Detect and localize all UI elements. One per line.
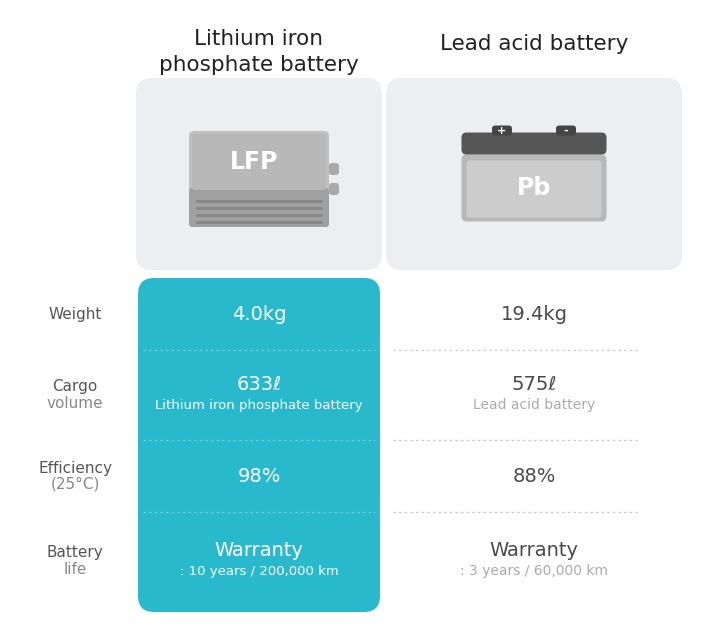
FancyBboxPatch shape <box>136 78 382 270</box>
Text: Lead acid battery: Lead acid battery <box>440 34 628 54</box>
Text: volume: volume <box>47 396 103 411</box>
FancyBboxPatch shape <box>138 278 380 612</box>
FancyBboxPatch shape <box>466 161 602 217</box>
Text: LFP: LFP <box>230 150 278 174</box>
Text: 98%: 98% <box>237 466 281 486</box>
Text: Warranty: Warranty <box>490 541 578 559</box>
Text: Pb: Pb <box>517 176 551 200</box>
Text: : 3 years / 60,000 km: : 3 years / 60,000 km <box>460 564 608 578</box>
Text: Battery: Battery <box>46 546 103 561</box>
Text: (25°C): (25°C) <box>51 476 100 491</box>
Text: Efficiency: Efficiency <box>38 461 112 476</box>
Text: -: - <box>564 125 568 135</box>
FancyBboxPatch shape <box>189 131 329 193</box>
Text: 19.4kg: 19.4kg <box>501 304 567 323</box>
Text: 4.0kg: 4.0kg <box>231 304 286 323</box>
Text: : 10 years / 200,000 km: : 10 years / 200,000 km <box>179 564 338 578</box>
FancyBboxPatch shape <box>461 132 607 154</box>
Text: +: + <box>498 125 507 135</box>
Text: 575ℓ: 575ℓ <box>511 374 557 394</box>
FancyBboxPatch shape <box>329 183 339 195</box>
Text: Lithium iron
phosphate battery: Lithium iron phosphate battery <box>159 29 359 75</box>
FancyBboxPatch shape <box>189 188 329 227</box>
Text: Weight: Weight <box>48 307 102 321</box>
Text: Lithium iron phosphate battery: Lithium iron phosphate battery <box>155 399 363 411</box>
Text: Lead acid battery: Lead acid battery <box>473 398 595 412</box>
FancyBboxPatch shape <box>386 78 682 270</box>
FancyBboxPatch shape <box>192 134 326 190</box>
FancyBboxPatch shape <box>492 125 512 135</box>
FancyBboxPatch shape <box>329 163 339 175</box>
FancyBboxPatch shape <box>556 125 576 135</box>
FancyBboxPatch shape <box>461 154 607 222</box>
Text: Cargo: Cargo <box>53 379 98 394</box>
Text: 633ℓ: 633ℓ <box>236 374 281 394</box>
Text: life: life <box>63 561 87 576</box>
Text: Warranty: Warranty <box>214 541 303 559</box>
Text: 88%: 88% <box>513 466 555 486</box>
